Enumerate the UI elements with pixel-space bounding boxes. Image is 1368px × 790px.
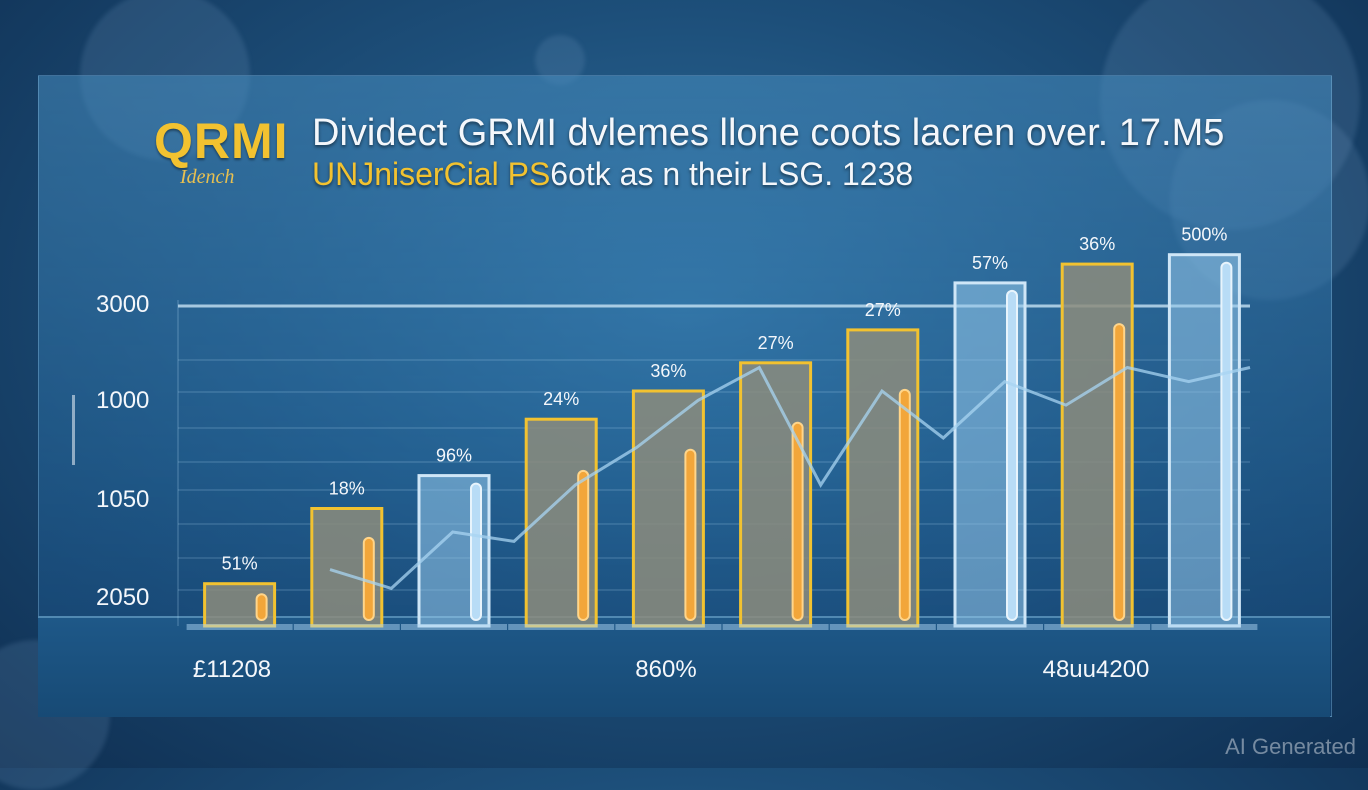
bar-value-label: 96%: [436, 446, 472, 466]
bar-base-plate: [186, 624, 293, 630]
bar-highlight-tube: [898, 388, 911, 621]
bar-highlight-tube: [684, 448, 697, 621]
bar-base-plate: [508, 624, 615, 630]
bar-base-plate: [829, 624, 936, 630]
bar-value-label: 27%: [758, 333, 794, 353]
bar-highlight-tube: [1220, 261, 1233, 621]
brand-logo-subtext: Idench: [180, 166, 235, 188]
chart-subtitle-rest: 6otk as n their LSG. 1238: [550, 156, 914, 192]
bar-chart: 3000 1000 1050 2050 51% 18% 96% 24% 36% 27% 27% 57%…: [72, 225, 1258, 683]
bar-value-label: 24%: [543, 389, 579, 409]
bar-base-plate: [722, 624, 829, 630]
bar-base-plate: [293, 624, 400, 630]
bar-base-plate: [401, 624, 507, 630]
bar-highlight-tube: [577, 469, 590, 621]
chart-title: Dividect GRMI dvlemes llone coots lacren…: [312, 112, 1225, 154]
trend-line: [329, 365, 1251, 591]
bar-value-label: 36%: [1079, 234, 1115, 254]
bar-base-plate: [615, 624, 722, 630]
x-tick-label: 860%: [635, 656, 696, 683]
y-tick-label: 2050: [96, 584, 149, 611]
bar-value-label: 51%: [222, 554, 258, 574]
y-axis-title-mark: [72, 395, 75, 465]
bar-value-label: 500%: [1181, 225, 1227, 245]
chart-subtitle: UNJniserCial PS6otk as n their LSG. 1238: [312, 156, 913, 193]
bar-highlight-tube: [255, 593, 268, 622]
y-tick-label: 1000: [96, 387, 149, 414]
bar-highlight-tube: [470, 482, 482, 621]
bar-base-plate: [937, 624, 1043, 630]
bar-base-plate: [1044, 624, 1151, 630]
bar-value-label: 18%: [329, 479, 365, 499]
x-tick-label: £11208: [193, 656, 271, 683]
y-tick-label: 3000: [96, 291, 149, 318]
bar-value-label: 27%: [865, 300, 901, 320]
x-tick-label: 48uu4200: [1043, 656, 1150, 683]
chart-subtitle-highlight: UNJniserCial PS: [312, 156, 551, 192]
bar-highlight-tube: [1113, 323, 1126, 621]
ai-generated-watermark: AI Generated: [1225, 734, 1356, 759]
bar-value-label: 36%: [650, 361, 686, 381]
bar-base-plate: [1151, 624, 1258, 630]
bar-highlight-tube: [791, 421, 804, 621]
brand-logo: QRMI: [154, 113, 289, 169]
bar-value-label: 57%: [972, 253, 1008, 273]
y-tick-label: 1050: [96, 486, 149, 513]
chart-base-band: [38, 616, 1330, 717]
bar-highlight-tube: [1006, 289, 1018, 621]
